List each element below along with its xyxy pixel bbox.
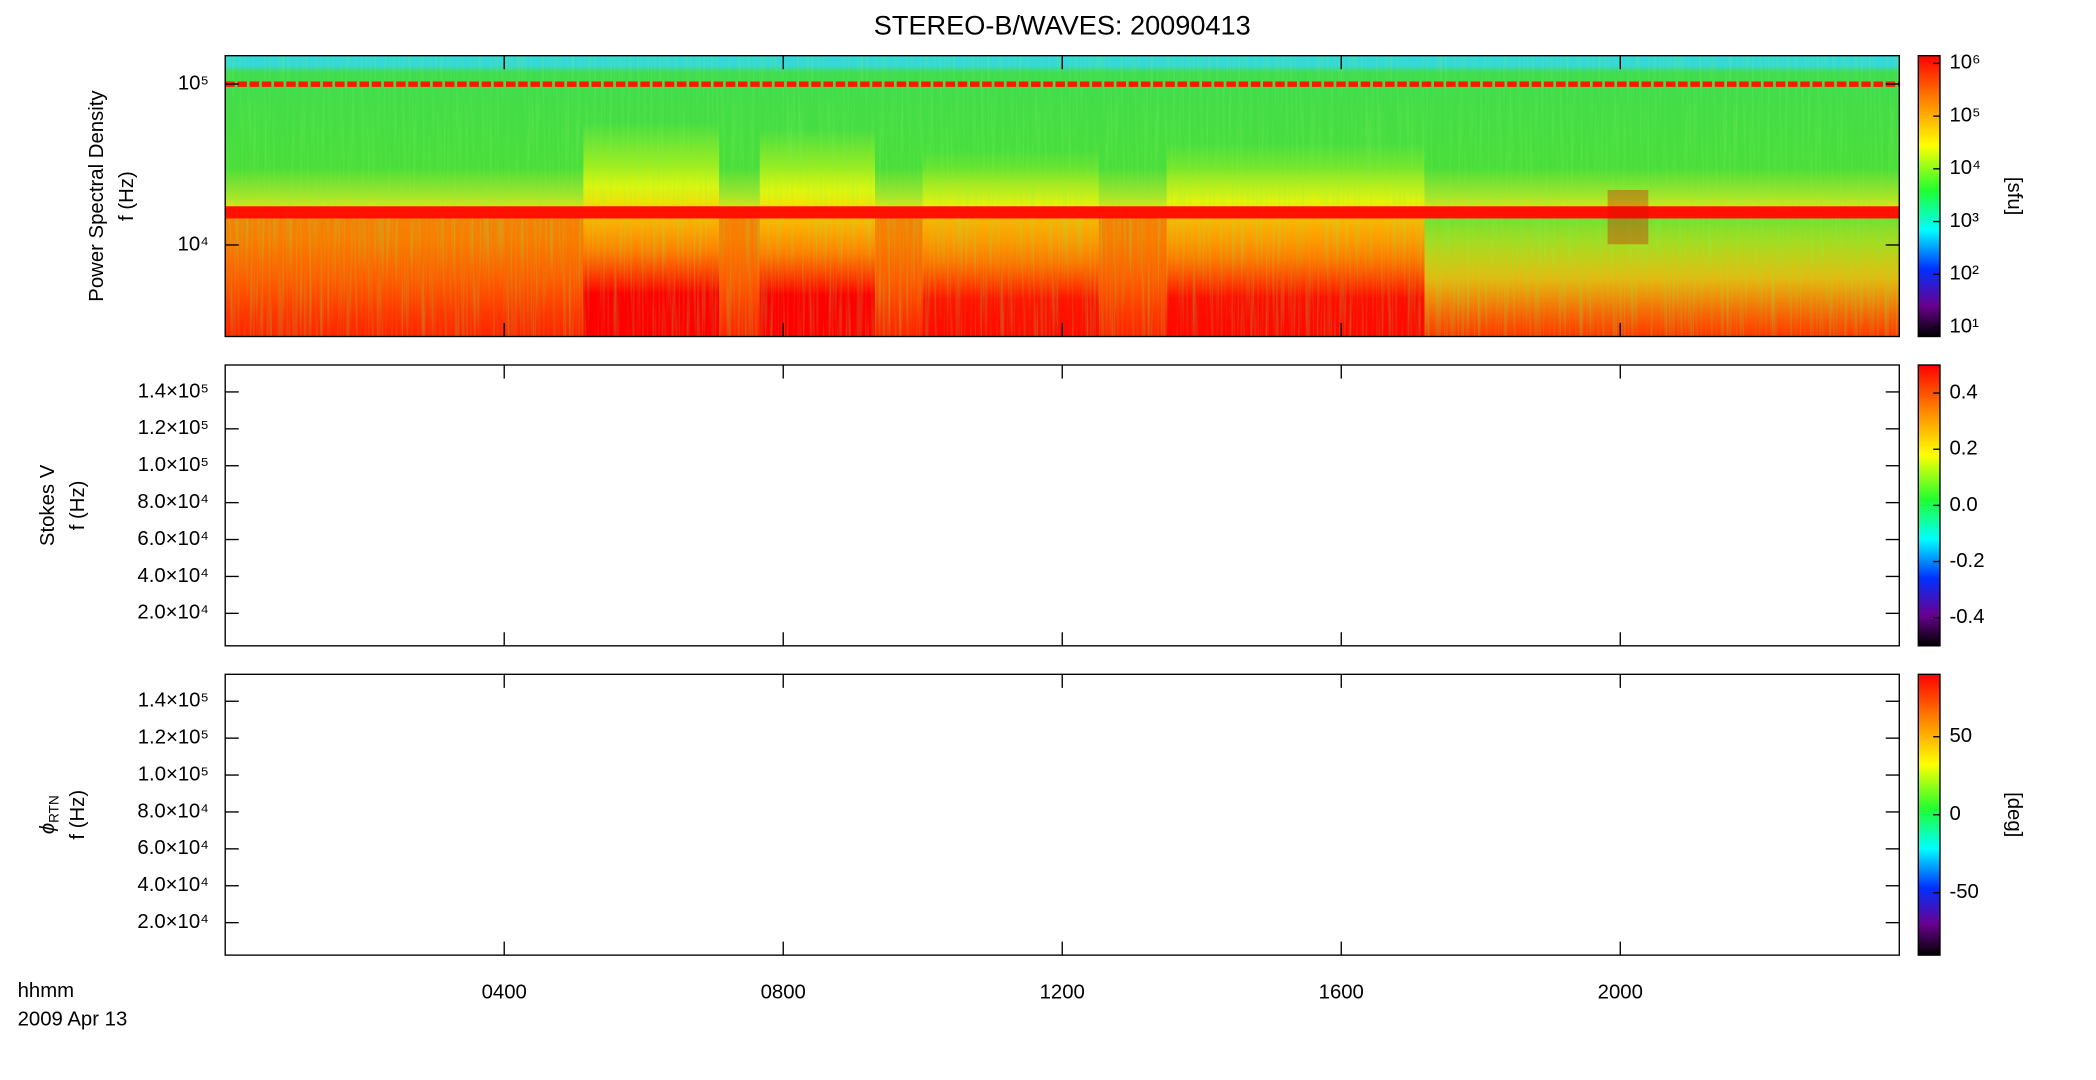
colorbar-tick-label: 0.2 [1949,438,1977,460]
spectrogram [225,55,1900,337]
y-axis-label: f (Hz) [116,171,138,221]
y-axis-label: f (Hz) [67,790,89,840]
y-tick-label: 1.2×10⁵ [138,727,209,749]
colorbar-tick-label: 50 [1949,725,1972,747]
y-tick-label: 4.0×10⁴ [137,874,208,896]
colorbar-tick-label: 10¹ [1949,315,1979,337]
y-tick-label: 2.0×10⁴ [137,911,208,933]
colorbar-tick-label: -0.2 [1949,550,1984,572]
y-tick-label: 1.0×10⁵ [138,763,209,785]
y-tick-label: 10⁵ [178,72,209,94]
colorbar-tick-label: 10⁴ [1949,157,1980,179]
y-tick-label: 1.2×10⁵ [138,417,209,439]
y-tick-label: 4.0×10⁴ [137,565,208,587]
colorbar-label: [deg] [2003,792,2025,837]
colorbar-tick-label: 10³ [1949,210,1979,232]
y-tick-label: 6.0×10⁴ [137,837,208,859]
colorbar-tick-label: 0 [1949,803,1960,825]
colorbar [1917,55,1941,338]
colorbar-tick-label: 0.0 [1949,494,1977,516]
y-axis-label: ϕRTN [37,795,61,834]
chart-title: STEREO-B/WAVES: 20090413 [874,9,1251,40]
colorbar-label: [sfu] [2003,177,2025,215]
y-tick-label: 1.4×10⁵ [138,690,209,712]
y-axis-label-subscript: RTN [46,795,61,823]
x-tick-label: 1200 [1040,981,1085,1003]
x-axis-label: 2009 Apr 13 [18,1009,128,1031]
y-tick-label: 1.4×10⁵ [138,380,209,402]
y-tick-label: 8.0×10⁴ [137,800,208,822]
x-axis-label: hhmm [18,980,74,1002]
colorbar-tick-label: -0.4 [1949,606,1984,628]
x-tick-label: 0800 [761,981,806,1003]
y-axis-label-symbol: ϕ [37,823,59,834]
y-axis-label: Power Spectral Density [86,90,108,302]
y-axis-label: Stokes V [37,464,59,546]
x-tick-label: 1600 [1319,981,1364,1003]
y-tick-label: 6.0×10⁴ [137,528,208,550]
y-axis-label: f (Hz) [67,481,89,531]
colorbar-tick-label: 0.4 [1949,381,1977,403]
y-tick-label: 8.0×10⁴ [137,491,208,513]
colorbar-tick-label: 10⁶ [1949,52,1980,74]
x-tick-label: 2000 [1598,981,1643,1003]
y-tick-label: 2.0×10⁴ [137,602,208,624]
plot-frame [224,673,1900,956]
plot-frame [224,364,1900,647]
colorbar-tick-label: -50 [1949,881,1978,903]
y-tick-label: 1.0×10⁵ [138,454,209,476]
colorbar-tick-label: 10⁵ [1949,104,1980,126]
colorbar-tick-label: 10² [1949,263,1979,285]
y-tick-label: 10⁴ [178,233,209,255]
x-tick-label: 0400 [482,981,527,1003]
